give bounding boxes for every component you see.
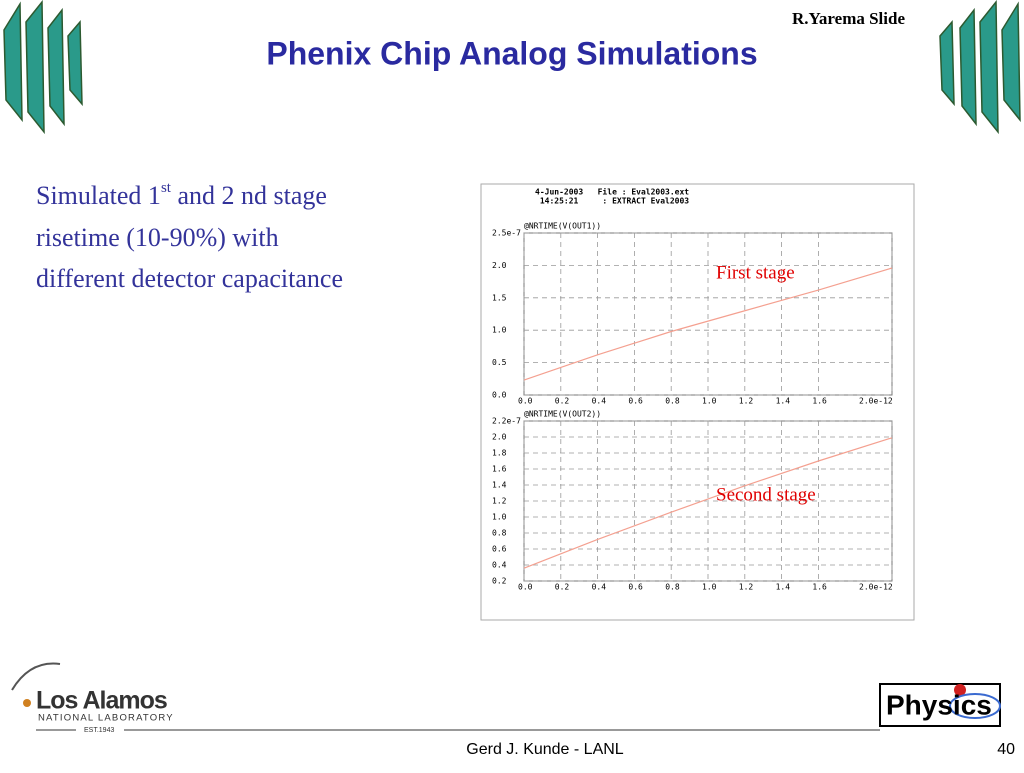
annotation: First stage — [716, 262, 795, 283]
x-tick-label: 1.2 — [739, 397, 754, 406]
y-tick-label: 0.2 — [492, 577, 507, 586]
y-tick-label: 1.0 — [492, 326, 507, 335]
x-tick-label: 0.2 — [555, 583, 570, 592]
x-tick-label: 0.0 — [518, 583, 533, 592]
y-tick-label: 1.0 — [492, 513, 507, 522]
y-tick-label: 0.6 — [492, 545, 507, 554]
x-tick-label: 1.2 — [739, 583, 754, 592]
body-text: and 2 nd stage — [171, 181, 327, 210]
y-tick-label: 0.0 — [492, 391, 507, 400]
series-line — [523, 437, 893, 569]
y-tick-label: 2.2e-7 — [492, 417, 521, 426]
decor-left — [3, 0, 83, 135]
body-line-3: different detector capacitance — [36, 264, 343, 293]
x-tick-label: 0.6 — [628, 583, 643, 592]
physics-dot — [954, 684, 966, 696]
x-tick-label: 0.4 — [592, 583, 607, 592]
page-number: 40 — [997, 741, 1015, 758]
y-tick-label: 2.5e-7 — [492, 229, 521, 238]
x-tick-label: 1.6 — [812, 397, 827, 406]
slide-title: Phenix Chip Analog Simulations — [266, 35, 757, 71]
plot-frame — [480, 183, 915, 621]
x-tick-label: 1.0 — [702, 397, 717, 406]
y-tick-label: 2.0 — [492, 261, 507, 270]
y-tick-label: 0.4 — [492, 561, 507, 570]
body-line-1: Simulated 1st and 2 nd stage — [36, 180, 327, 210]
x-tick-label: 2.0e-12 — [859, 583, 893, 592]
series-line — [523, 267, 893, 381]
x-tick-label: 0.0 — [518, 397, 533, 406]
lanl-name: Los Alamos — [36, 687, 167, 715]
y-tick-label: 1.5 — [492, 293, 507, 302]
lanl-dot — [23, 699, 31, 707]
x-tick-label: 1.4 — [776, 397, 791, 406]
charts: @NRTIME(V(OUT1)) 0.0 0.5 1.0 1.5 2.0 2.5e-7 0.0… — [492, 222, 893, 592]
x-tick-label: 0.8 — [665, 397, 680, 406]
decor-right — [939, 0, 1021, 135]
body-line-2: risetime (10-90%) with — [36, 223, 279, 252]
credit: R.Yarema Slide — [792, 9, 905, 28]
plot-header: 14:25:21 : EXTRACT Eval2003 — [535, 197, 689, 206]
x-tick-label: 0.4 — [592, 397, 607, 406]
physics-box — [879, 683, 1001, 727]
x-tick-label: 1.4 — [776, 583, 791, 592]
y-tick-label: 1.6 — [492, 465, 507, 474]
chart-title: @NRTIME(V(OUT2)) — [524, 410, 601, 419]
body-text: Simulated 1 — [36, 181, 161, 210]
lanl-swoosh — [11, 662, 61, 691]
y-tick-label: 0.8 — [492, 529, 507, 538]
x-tick-label: 0.8 — [665, 583, 680, 592]
x-tick-label: 1.0 — [702, 583, 717, 592]
physics-orbit — [949, 693, 1001, 719]
y-tick-label: 0.5 — [492, 358, 507, 367]
y-tick-label: 1.8 — [492, 449, 507, 458]
x-tick-label: 1.6 — [812, 583, 827, 592]
annotation: Second stage — [716, 484, 816, 505]
footer-author: Gerd J. Kunde - LANL — [466, 741, 624, 758]
physics-logo: Physics — [886, 689, 992, 720]
lanl-est: EST.1943 — [84, 727, 114, 734]
y-tick-label: 2.0 — [492, 433, 507, 442]
chart-title: @NRTIME(V(OUT1)) — [524, 222, 601, 231]
superscript: st — [161, 180, 172, 196]
x-tick-label: 2.0e-12 — [859, 397, 893, 406]
y-tick-label: 1.2 — [492, 497, 507, 506]
lanl-sub: NATIONAL LABORATORY — [38, 713, 174, 724]
plot-header: 4-Jun-2003 File : Eval2003.ext — [535, 187, 689, 197]
x-tick-label: 0.6 — [628, 397, 643, 406]
x-tick-label: 0.2 — [555, 397, 570, 406]
y-tick-label: 1.4 — [492, 481, 507, 490]
